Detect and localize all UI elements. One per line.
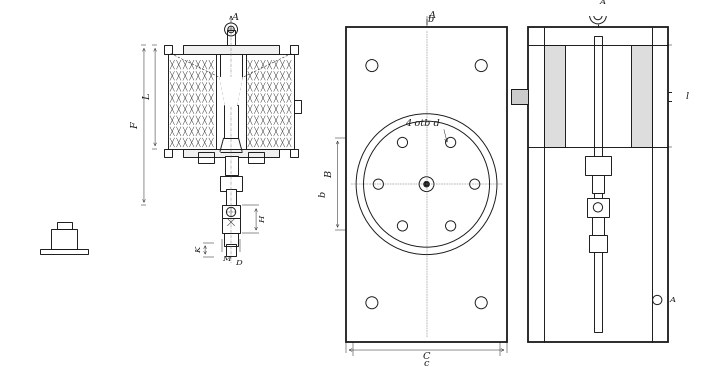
Bar xyxy=(183,45,279,54)
Bar xyxy=(594,36,602,333)
Bar xyxy=(57,222,72,229)
Bar xyxy=(346,27,507,342)
Bar xyxy=(227,189,236,206)
Bar xyxy=(222,206,240,218)
Bar xyxy=(183,149,279,157)
Circle shape xyxy=(424,181,429,187)
Text: A: A xyxy=(429,11,436,20)
Bar xyxy=(587,198,609,217)
Bar xyxy=(40,249,89,254)
Bar xyxy=(592,217,603,235)
Bar xyxy=(544,45,565,147)
Text: H: H xyxy=(260,216,268,223)
Text: F: F xyxy=(131,123,140,129)
Text: C: C xyxy=(423,352,430,361)
Bar xyxy=(224,233,239,246)
Bar xyxy=(51,229,77,249)
Text: c: c xyxy=(424,359,429,367)
Bar xyxy=(222,218,240,233)
Bar xyxy=(168,54,216,149)
Bar xyxy=(290,45,298,54)
Bar xyxy=(290,149,298,157)
Bar xyxy=(198,152,215,163)
Bar xyxy=(248,152,265,163)
Text: A: A xyxy=(670,296,676,304)
Text: b: b xyxy=(318,190,327,197)
Bar xyxy=(294,100,301,113)
Text: D: D xyxy=(235,259,242,267)
Bar xyxy=(164,45,172,54)
Text: l: l xyxy=(685,92,689,101)
Text: A: A xyxy=(232,13,239,22)
Bar xyxy=(589,235,608,252)
Text: L: L xyxy=(143,94,152,100)
Text: M: M xyxy=(222,255,231,263)
Bar xyxy=(527,27,668,342)
Text: b: b xyxy=(427,15,434,24)
Bar xyxy=(220,176,242,190)
Bar xyxy=(631,45,652,147)
Bar xyxy=(227,30,234,47)
Bar xyxy=(246,54,294,149)
Bar xyxy=(511,89,527,103)
Bar xyxy=(585,156,611,175)
Polygon shape xyxy=(220,78,242,105)
Bar xyxy=(164,149,172,157)
Bar xyxy=(224,105,239,138)
Text: 4 otb d: 4 otb d xyxy=(405,119,439,128)
Text: K: K xyxy=(194,247,203,253)
Text: B: B xyxy=(325,171,334,178)
Bar xyxy=(225,156,237,175)
Text: A: A xyxy=(600,0,605,6)
Bar xyxy=(227,244,236,255)
Bar xyxy=(592,175,603,193)
Bar xyxy=(220,54,242,78)
